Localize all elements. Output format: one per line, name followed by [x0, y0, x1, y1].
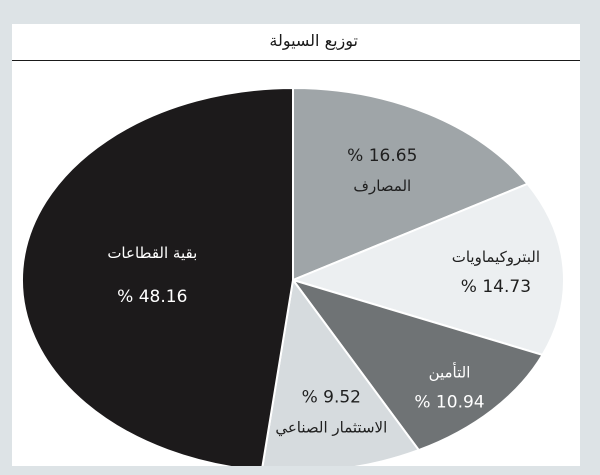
slice-value-label: % 48.16 — [117, 287, 187, 307]
slice-label: التأمين — [429, 361, 471, 381]
slice-value-label: % 14.73 — [461, 277, 531, 297]
pie-slice — [20, 86, 294, 466]
chart-card: توزيع السيولة المصارف % 16.65 البتروكيماوي… — [12, 24, 580, 466]
slice-label: البتروكيماويات — [452, 248, 540, 266]
pie-slice — [290, 182, 565, 357]
pie-slice — [290, 278, 545, 452]
chart-title: توزيع السيولة — [269, 31, 358, 50]
slice-label: الاستثمار الصناعي — [275, 419, 387, 438]
slice-label: بقية القطاعات — [107, 244, 197, 262]
pie-slice — [261, 277, 421, 466]
pie-chart: المصارف % 16.65 البتروكيماويات % 14.73 التأم… — [20, 86, 565, 466]
title-divider — [12, 60, 580, 61]
slice-value-label: % 16.65 — [347, 146, 417, 166]
slice-label: المصارف — [353, 177, 411, 195]
pie-slice — [292, 86, 530, 282]
slice-value-label: % 10.94 — [414, 392, 484, 412]
slice-value-label: % 9.52 — [302, 388, 361, 408]
